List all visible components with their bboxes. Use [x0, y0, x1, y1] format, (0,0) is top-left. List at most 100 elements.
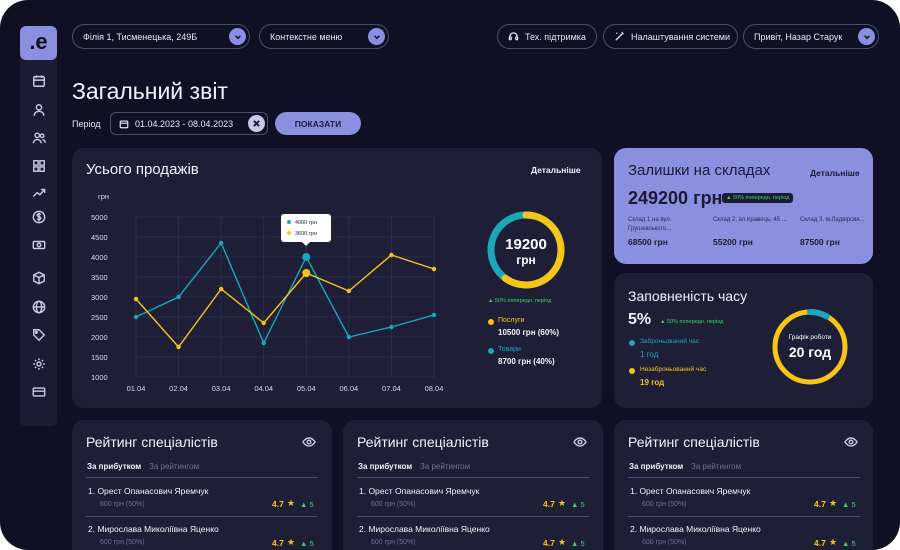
user-icon[interactable] — [30, 101, 47, 118]
tab-by-profit[interactable]: За прибутком — [629, 462, 684, 471]
calendar-icon[interactable] — [30, 72, 47, 89]
data-point — [176, 344, 181, 350]
date-range-field[interactable]: 01.04.2023 - 08.04.2023 — [110, 112, 268, 135]
specialist-revenue: 600 грн (50%) — [642, 539, 687, 546]
users-icon[interactable] — [30, 129, 47, 146]
specialist-name: 1. Орест Опанасович Яремчук — [88, 486, 209, 496]
tab-by-rating[interactable]: За рейтингом — [420, 462, 471, 471]
y-tick-label: 3000 — [91, 293, 108, 302]
chevron-down-icon — [858, 28, 875, 45]
series-line-0 — [135, 241, 435, 345]
support-label: Тех. підтримка — [525, 31, 586, 42]
page-title: Загальний звіт — [72, 78, 228, 104]
app-logo[interactable]: .e — [20, 26, 57, 60]
data-point — [218, 286, 224, 292]
system-settings-label: Налаштування системи — [631, 31, 730, 42]
specialist-delta: ▲ 5 — [842, 539, 856, 548]
context-menu-select[interactable]: Контекстне меню — [259, 24, 389, 49]
stock-more-link[interactable]: Детальніше — [810, 168, 860, 178]
occupancy-ring — [772, 309, 848, 385]
show-button[interactable]: ПОКАЗАТИ — [275, 112, 361, 135]
y-tick-label: 2000 — [91, 333, 108, 342]
user-greeting: Привіт, Назар Старук — [754, 31, 843, 42]
tab-by-rating[interactable]: За рейтингом — [149, 462, 200, 471]
divider — [628, 516, 860, 517]
warehouse-1-value: 68500 грн — [628, 237, 668, 247]
dollar-icon[interactable] — [30, 208, 47, 225]
x-tick-label: 03.04 — [212, 384, 231, 393]
clear-date-button[interactable] — [248, 115, 265, 132]
globe-icon[interactable] — [30, 298, 47, 315]
goods-dot — [488, 348, 494, 354]
specialist-revenue: 600 грн (50%) — [371, 539, 416, 546]
star-icon: ★ — [558, 498, 567, 508]
y-tick-label: 4500 — [91, 233, 108, 242]
occupancy-ring-label: Графік роботи — [788, 334, 832, 341]
occupancy-ring-value: 20 год — [788, 344, 832, 360]
occupancy-title: Заповненість часу — [628, 288, 748, 304]
cash-icon[interactable] — [30, 236, 47, 253]
tag-icon[interactable] — [30, 326, 47, 343]
branch-select-label: Філія 1, Тисменецька, 249Б — [83, 31, 198, 42]
settings-icon[interactable] — [30, 355, 47, 372]
x-tick-label: 01.04 — [127, 384, 146, 393]
sales-ring — [487, 211, 565, 289]
goods-label: Товари — [498, 346, 521, 353]
sales-ring-arc — [487, 211, 565, 289]
branch-select[interactable]: Філія 1, Тисменецька, 249Б — [72, 24, 250, 49]
star-icon: ★ — [287, 498, 296, 508]
divider — [357, 477, 589, 478]
date-range-value: 01.04.2023 - 08.04.2023 — [135, 118, 234, 129]
tab-by-profit[interactable]: За прибутком — [87, 462, 142, 471]
tab-by-profit[interactable]: За прибутком — [358, 462, 413, 471]
sales-title: Усього продажів — [86, 161, 199, 178]
star-icon: ★ — [558, 537, 567, 547]
occupancy-trend: ▲ 50% попередн. період — [660, 319, 724, 325]
eye-icon[interactable] — [302, 435, 316, 449]
y-tick-label: 1000 — [91, 373, 108, 382]
system-settings-button[interactable]: Налаштування системи — [603, 24, 738, 49]
sales-more-link[interactable]: Детальніше — [531, 165, 581, 175]
free-value: 19 год — [640, 378, 665, 387]
star-icon: ★ — [287, 537, 296, 547]
calendar-icon — [119, 120, 129, 128]
eye-icon[interactable] — [844, 435, 858, 449]
warehouse-3-name: Склад 3, м.Ладвірсвя... — [800, 217, 865, 223]
star-icon: ★ — [829, 498, 838, 508]
data-point — [302, 253, 311, 261]
box-icon[interactable] — [30, 269, 47, 286]
stock-trend: ▲ 50% попередн. період — [726, 195, 790, 201]
sales-trend: ▲ 50% попередн. період — [488, 298, 552, 304]
x-tick-label: 02.04 — [169, 384, 188, 393]
specialist-delta: ▲ 5 — [842, 500, 856, 509]
specialist-delta: ▲ 5 — [300, 500, 314, 509]
eye-icon[interactable] — [573, 435, 587, 449]
support-button[interactable]: Тех. підтримка — [497, 24, 597, 49]
x-tick-label: 06.04 — [339, 384, 358, 393]
specialist-revenue: 600 грн (50%) — [100, 501, 145, 508]
specialist-score: 4.7 — [272, 499, 284, 509]
services-label: Послуги — [498, 317, 525, 324]
specialist-score: 4.7 — [272, 538, 284, 548]
services-dot — [488, 319, 494, 325]
specialist-score: 4.7 — [814, 538, 826, 548]
x-tick-label: 05.04 — [297, 384, 316, 393]
grid-icon[interactable] — [30, 157, 47, 174]
sales-total: 19200 — [505, 236, 547, 253]
card-icon[interactable] — [30, 383, 47, 400]
sales-card: Усього продажів Детальніше грн 5000 4500 40… — [72, 148, 602, 408]
specialist-score: 4.7 — [543, 499, 555, 509]
divider — [86, 516, 318, 517]
specialist-revenue: 600 грн (50%) — [371, 501, 416, 508]
free-label: Незаброньований час — [640, 366, 707, 373]
rating-card-1: Рейтинг спеціалістів За прибутком За рей… — [72, 420, 332, 550]
user-menu[interactable]: Привіт, Назар Старук — [743, 24, 879, 49]
tab-by-rating[interactable]: За рейтингом — [691, 462, 742, 471]
services-value: 10500 грн (60%) — [498, 328, 560, 337]
y-tick-label: 1500 — [91, 353, 108, 362]
specialist-delta: ▲ 5 — [300, 539, 314, 548]
data-point — [218, 240, 224, 246]
rating-card-2: Рейтинг спеціалістів За прибутком За рей… — [343, 420, 603, 550]
trend-icon[interactable] — [30, 184, 47, 201]
